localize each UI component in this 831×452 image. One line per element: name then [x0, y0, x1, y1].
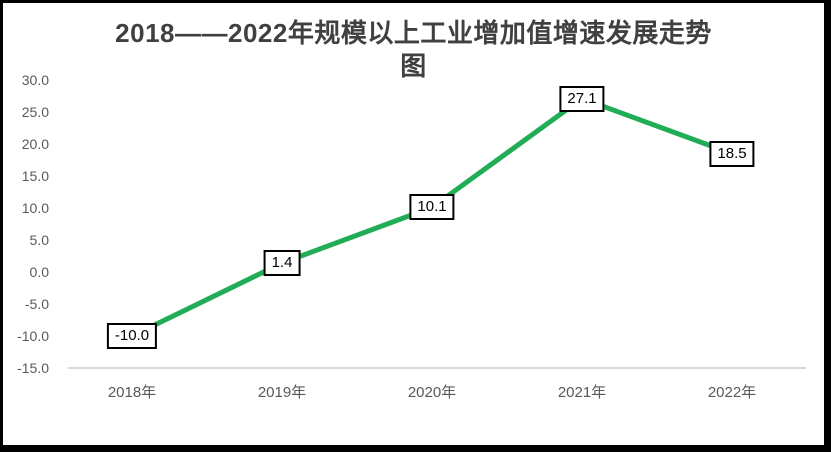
x-axis-tick-label: 2022年 — [707, 384, 757, 401]
chart-title-line1: 2018——2022年规模以上工业增加值增速发展走势 — [115, 18, 712, 48]
y-axis-tick-label: -10.0 — [17, 328, 49, 344]
data-label: 10.1 — [409, 194, 455, 221]
x-axis-line — [68, 367, 806, 369]
x-axis-tick-label: 2019年 — [257, 384, 307, 401]
data-label: 1.4 — [263, 250, 301, 277]
data-label: 27.1 — [559, 85, 605, 112]
plot-area: 30.0 25.0 20.0 15.0 10.0 5.0 0.0 -5.0 -10.0 -15.0… — [3, 3, 824, 445]
data-label: -10.0 — [106, 323, 158, 349]
chart-title-line2: 图 — [400, 51, 427, 81]
y-axis-tick-label: 0.0 — [29, 264, 49, 280]
y-axis-tick-label: 10.0 — [21, 200, 49, 216]
y-axis-tick-label: 15.0 — [21, 168, 49, 184]
x-axis-tick-label: 2018年 — [107, 384, 157, 401]
series-line-svg — [130, 96, 733, 339]
y-axis-tick-label: -5.0 — [24, 296, 49, 312]
x-axis-tick-label: 2021年 — [557, 384, 607, 401]
y-axis-tick-label: -15.0 — [17, 360, 49, 376]
chart-title: 2018——2022年规模以上工业增加值增速发展走势 图 — [3, 17, 824, 83]
y-axis-tick-label: 5.0 — [29, 232, 49, 248]
x-axis-tick-label: 2020年 — [407, 384, 457, 401]
y-axis-tick-label: 25.0 — [21, 104, 49, 120]
y-axis-tick-label: 30.0 — [21, 72, 49, 88]
data-label: 18.5 — [709, 140, 755, 167]
y-axis-tick-label: 20.0 — [21, 136, 49, 152]
